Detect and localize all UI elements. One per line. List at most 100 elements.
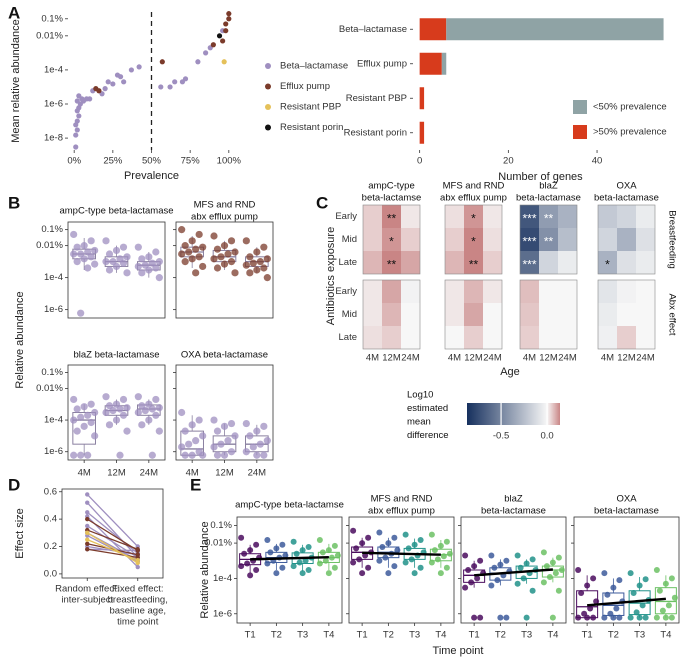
facet-title: OXA beta-lactamase xyxy=(181,350,268,361)
point xyxy=(188,255,196,263)
point xyxy=(119,243,128,251)
y-tick-label: 0.4 xyxy=(44,514,57,525)
point xyxy=(659,607,666,614)
heat-cell xyxy=(598,251,617,274)
pair-line xyxy=(87,529,138,550)
legend-title: Log10 xyxy=(407,389,433,400)
x-tick-label: Random effect: xyxy=(55,584,119,595)
point xyxy=(102,258,110,266)
point xyxy=(105,266,114,274)
point xyxy=(293,550,300,557)
point xyxy=(474,575,481,582)
heat-cell xyxy=(636,303,655,326)
point xyxy=(87,96,93,102)
point xyxy=(210,232,218,240)
point xyxy=(138,421,146,429)
point xyxy=(246,253,254,261)
heat-cell xyxy=(539,326,558,349)
x-tick-label: 4M xyxy=(448,353,461,364)
facet-title: abx efflux pump xyxy=(368,506,435,517)
legend-marker xyxy=(265,63,271,69)
point xyxy=(145,266,153,274)
x-tick-label: 12M xyxy=(382,353,401,364)
point xyxy=(102,237,110,245)
point xyxy=(431,547,438,554)
y-tick-label: 0.2 xyxy=(44,541,57,552)
panel-border xyxy=(362,204,421,275)
point xyxy=(653,614,660,621)
point xyxy=(514,552,521,559)
point xyxy=(178,250,186,258)
point xyxy=(223,21,229,27)
x-tick-label: T4 xyxy=(435,630,446,641)
point xyxy=(199,262,207,271)
point xyxy=(246,269,254,277)
point xyxy=(359,570,366,577)
point xyxy=(428,531,435,538)
point xyxy=(642,576,649,583)
significance-label: *** xyxy=(522,258,536,272)
point xyxy=(70,395,78,404)
point xyxy=(172,79,178,85)
heat-cell xyxy=(539,251,558,274)
significance-label: * xyxy=(389,235,394,249)
facet-title: blaZ beta-lactamase xyxy=(73,350,159,361)
point xyxy=(256,440,264,448)
strip-label: Abx effect xyxy=(666,293,677,335)
heat-cell xyxy=(483,326,502,349)
x-tick-label: 4M xyxy=(601,353,614,364)
heat-cell xyxy=(363,326,382,349)
point xyxy=(70,230,78,239)
point xyxy=(402,531,409,538)
heat-cell xyxy=(363,251,382,274)
x-tick-label: 12M xyxy=(107,468,126,479)
x-tick-label: 24M xyxy=(401,353,420,364)
point xyxy=(119,411,128,419)
y-tick-label: 0.1% xyxy=(41,224,63,235)
point xyxy=(656,587,663,594)
heat-cell xyxy=(636,326,655,349)
point xyxy=(119,395,128,404)
heat-cell xyxy=(445,251,464,274)
point xyxy=(96,88,102,94)
x-axis-title: Age xyxy=(500,366,520,378)
point xyxy=(385,570,392,577)
point xyxy=(70,416,78,424)
point xyxy=(152,395,160,404)
heat-cell xyxy=(520,205,539,228)
point xyxy=(253,541,260,548)
x-tick-label: T1 xyxy=(469,630,480,641)
x-tick-label: 12M xyxy=(464,353,483,364)
point xyxy=(112,262,121,271)
point xyxy=(123,253,131,261)
legend-marker xyxy=(265,104,271,110)
point xyxy=(227,237,236,245)
point xyxy=(91,408,99,417)
point xyxy=(123,404,131,412)
y-axis-title: Antibiotics exposure xyxy=(325,227,337,325)
facet-title: abx efflux pump xyxy=(191,212,258,223)
point xyxy=(199,432,207,440)
point xyxy=(260,264,268,272)
panel-border xyxy=(519,279,578,350)
point xyxy=(529,556,536,563)
panel-label: D xyxy=(8,475,20,494)
x-tick-label: 24M xyxy=(636,353,655,364)
point xyxy=(253,248,261,256)
heat-cell xyxy=(464,205,483,228)
x-tick-label: inter-subject xyxy=(61,595,113,606)
point xyxy=(316,560,323,567)
x-tick-label: T2 xyxy=(271,630,282,641)
point xyxy=(145,253,153,261)
panel-label: A xyxy=(8,3,20,22)
point xyxy=(188,421,196,429)
heat-cell xyxy=(401,205,420,228)
point xyxy=(195,59,201,65)
trend-line xyxy=(250,555,329,561)
heat-cell xyxy=(636,280,655,303)
x-axis-title: Number of genes xyxy=(498,171,583,183)
heat-cell xyxy=(617,326,636,349)
heat-cell xyxy=(363,280,382,303)
significance-label: ** xyxy=(387,212,397,226)
point xyxy=(178,226,186,234)
